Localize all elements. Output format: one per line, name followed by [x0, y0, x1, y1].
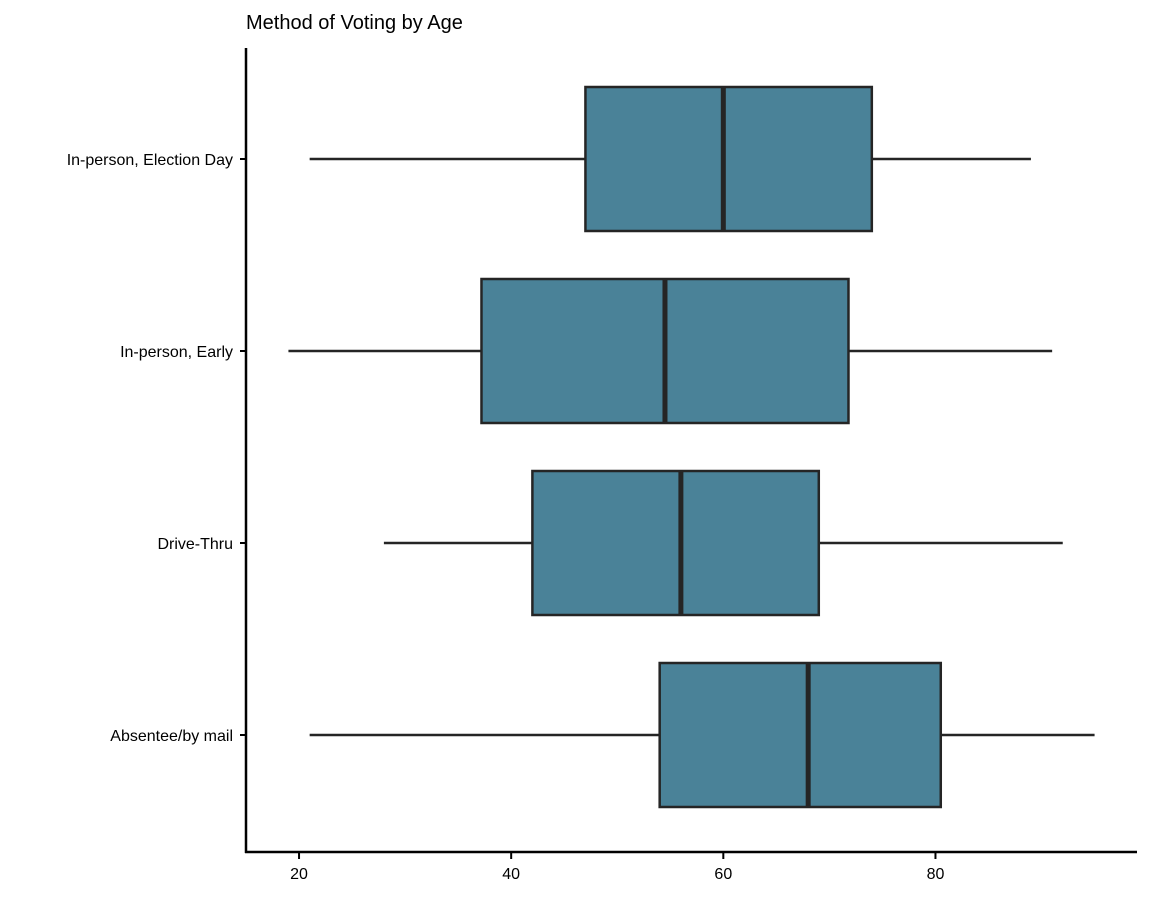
y-tick-label: Drive-Thru [157, 536, 233, 553]
x-tick-label: 20 [290, 866, 308, 883]
chart-title: Method of Voting by Age [246, 12, 463, 34]
axes-layer: In-person, Election Day In-person, Early D… [67, 48, 1137, 883]
x-tick-label: 60 [714, 866, 732, 883]
box-group [309, 85, 1031, 233]
iqr-box [658, 661, 943, 809]
box-group [309, 661, 1095, 809]
iqr-box [531, 469, 821, 617]
y-tick-label: Absentee/by mail [110, 728, 233, 745]
box-group [288, 277, 1053, 425]
x-tick-label: 80 [927, 866, 945, 883]
y-tick-label: In-person, Early [120, 344, 233, 361]
iqr-box [584, 85, 874, 233]
y-tick-label: In-person, Election Day [67, 152, 233, 169]
boxes-layer [288, 85, 1095, 809]
box-group [383, 469, 1063, 617]
x-tick-label: 40 [502, 866, 520, 883]
